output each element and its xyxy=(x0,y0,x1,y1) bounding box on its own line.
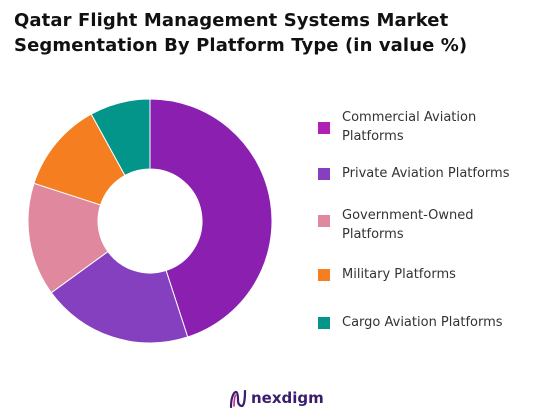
legend-label-cargo: Cargo Aviation Platforms xyxy=(342,315,503,330)
legend-swatch-government xyxy=(318,215,330,227)
legend-swatch-commercial xyxy=(318,122,330,134)
chart-title: Qatar Flight Management Systems Market S… xyxy=(14,8,534,58)
legend-swatch-military xyxy=(318,269,330,281)
nexdigm-logo-text: nexdigm xyxy=(251,389,324,407)
legend-label-government: Government-Owned Platforms xyxy=(342,208,474,242)
donut-slice-cargo xyxy=(90,98,151,177)
donut-slice-private xyxy=(50,250,189,344)
nexdigm-logo-icon xyxy=(229,389,247,409)
legend-swatch-private xyxy=(318,168,330,180)
legend-label-private: Private Aviation Platforms xyxy=(342,166,510,181)
chart-title-line1: Qatar Flight Management Systems Market xyxy=(14,10,449,31)
donut-slice-commercial xyxy=(149,98,273,338)
chart-title-line2: Segmentation By Platform Type (in value … xyxy=(14,35,468,56)
legend-swatch-cargo xyxy=(318,317,330,329)
legend-label-military: Military Platforms xyxy=(342,267,456,282)
legend-label-commercial: Commercial Aviation Platforms xyxy=(342,110,477,144)
